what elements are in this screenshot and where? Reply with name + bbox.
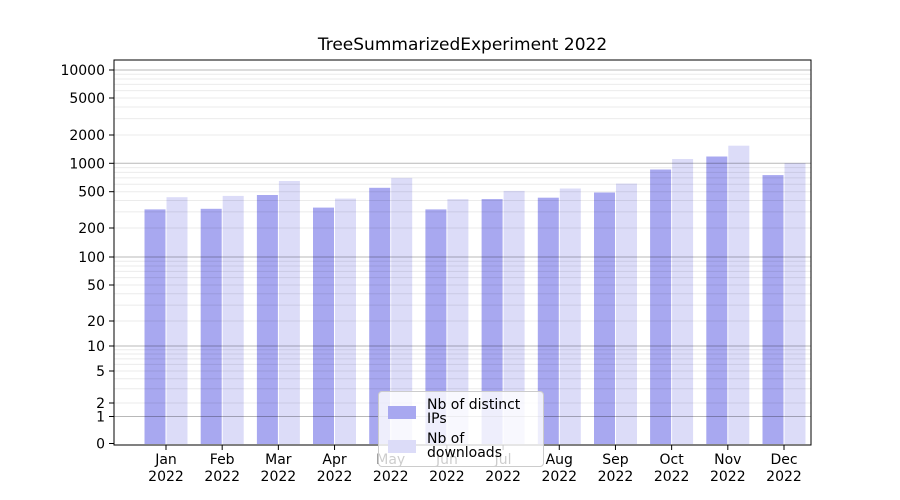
bar-downloads-sep xyxy=(616,183,637,444)
legend-label-downloads: Nb of downloads xyxy=(427,431,502,461)
bar-ips-jun xyxy=(425,209,447,444)
bar-ips-nov xyxy=(706,156,728,444)
x-tick-label-year: 2022 xyxy=(541,469,577,485)
legend-swatch-downloads xyxy=(388,439,416,453)
x-tick-label-year: 2022 xyxy=(148,469,184,485)
bar-ips-sep xyxy=(594,192,615,444)
y-tick-label: 50 xyxy=(87,278,105,294)
x-tick-label-year: 2022 xyxy=(485,469,521,485)
bar-downloads-jun xyxy=(447,199,469,444)
y-tick-label: 5 xyxy=(96,364,105,380)
x-tick-label-year: 2022 xyxy=(317,469,353,485)
y-tick-label: 5000 xyxy=(69,91,105,107)
x-tick-label-month: Jan xyxy=(154,452,177,468)
x-tick-label-month: Dec xyxy=(770,452,797,468)
legend-swatch-distinct-ips xyxy=(388,405,416,419)
x-tick-label-year: 2022 xyxy=(598,469,634,485)
x-tick-label-month: Mar xyxy=(265,452,292,468)
x-tick-label-year: 2022 xyxy=(204,469,240,485)
legend: Nb of distinct IPs Nb of downloads xyxy=(378,391,544,467)
x-tick-label-year: 2022 xyxy=(373,469,409,485)
y-tick-label: 2000 xyxy=(69,128,105,144)
y-tick-label: 2 xyxy=(96,396,105,412)
bar-downloads-mar xyxy=(278,181,300,444)
y-tick-label: 0 xyxy=(96,437,105,453)
x-tick-label-month: Apr xyxy=(322,452,346,468)
y-tick-label: 100 xyxy=(78,250,105,266)
bar-ips-jul xyxy=(481,199,503,444)
bar-ips-apr xyxy=(313,207,334,444)
bar-downloads-feb xyxy=(222,195,244,444)
bar-ips-jan xyxy=(144,209,166,444)
x-tick-label-year: 2022 xyxy=(429,469,465,485)
bar-downloads-aug xyxy=(559,188,581,444)
bar-ips-dec xyxy=(762,175,784,444)
bar-downloads-dec xyxy=(784,163,806,444)
bar-ips-mar xyxy=(256,195,278,444)
x-tick-label-month: Aug xyxy=(546,452,573,468)
bar-downloads-oct xyxy=(672,159,694,444)
bar-downloads-may xyxy=(391,177,413,444)
y-tick-label: 200 xyxy=(78,221,105,237)
bar-ips-aug xyxy=(537,197,559,444)
y-tick-label: 500 xyxy=(78,185,105,201)
x-tick-label-year: 2022 xyxy=(710,469,746,485)
bar-ips-may xyxy=(369,187,391,445)
bar-downloads-jul xyxy=(503,190,525,444)
legend-item-downloads: Nb of downloads xyxy=(388,432,534,460)
y-tick-label: 20 xyxy=(87,314,105,330)
bar-downloads-apr xyxy=(335,198,356,444)
bar-downloads-nov xyxy=(728,145,750,444)
x-tick-label-year: 2022 xyxy=(766,469,802,485)
y-tick-label: 10000 xyxy=(60,63,105,79)
x-tick-label-year: 2022 xyxy=(654,469,690,485)
y-tick-label: 1000 xyxy=(69,156,105,172)
x-tick-label-month: Oct xyxy=(660,452,685,468)
legend-item-distinct-ips: Nb of distinct IPs xyxy=(388,398,534,426)
bar-downloads-jan xyxy=(166,197,188,444)
x-tick-label-month: Feb xyxy=(210,452,235,468)
legend-label-distinct-ips: Nb of distinct IPs xyxy=(427,397,521,427)
x-tick-label-month: Nov xyxy=(714,452,741,468)
bar-ips-feb xyxy=(200,208,222,444)
chart-title: TreeSummarizedExperiment 2022 xyxy=(317,35,608,55)
x-tick-label-year: 2022 xyxy=(261,469,297,485)
y-tick-label: 10 xyxy=(87,339,105,355)
bar-ips-oct xyxy=(650,169,672,444)
y-tick-label: 1 xyxy=(96,410,105,426)
x-tick-label-month: Sep xyxy=(602,452,629,468)
